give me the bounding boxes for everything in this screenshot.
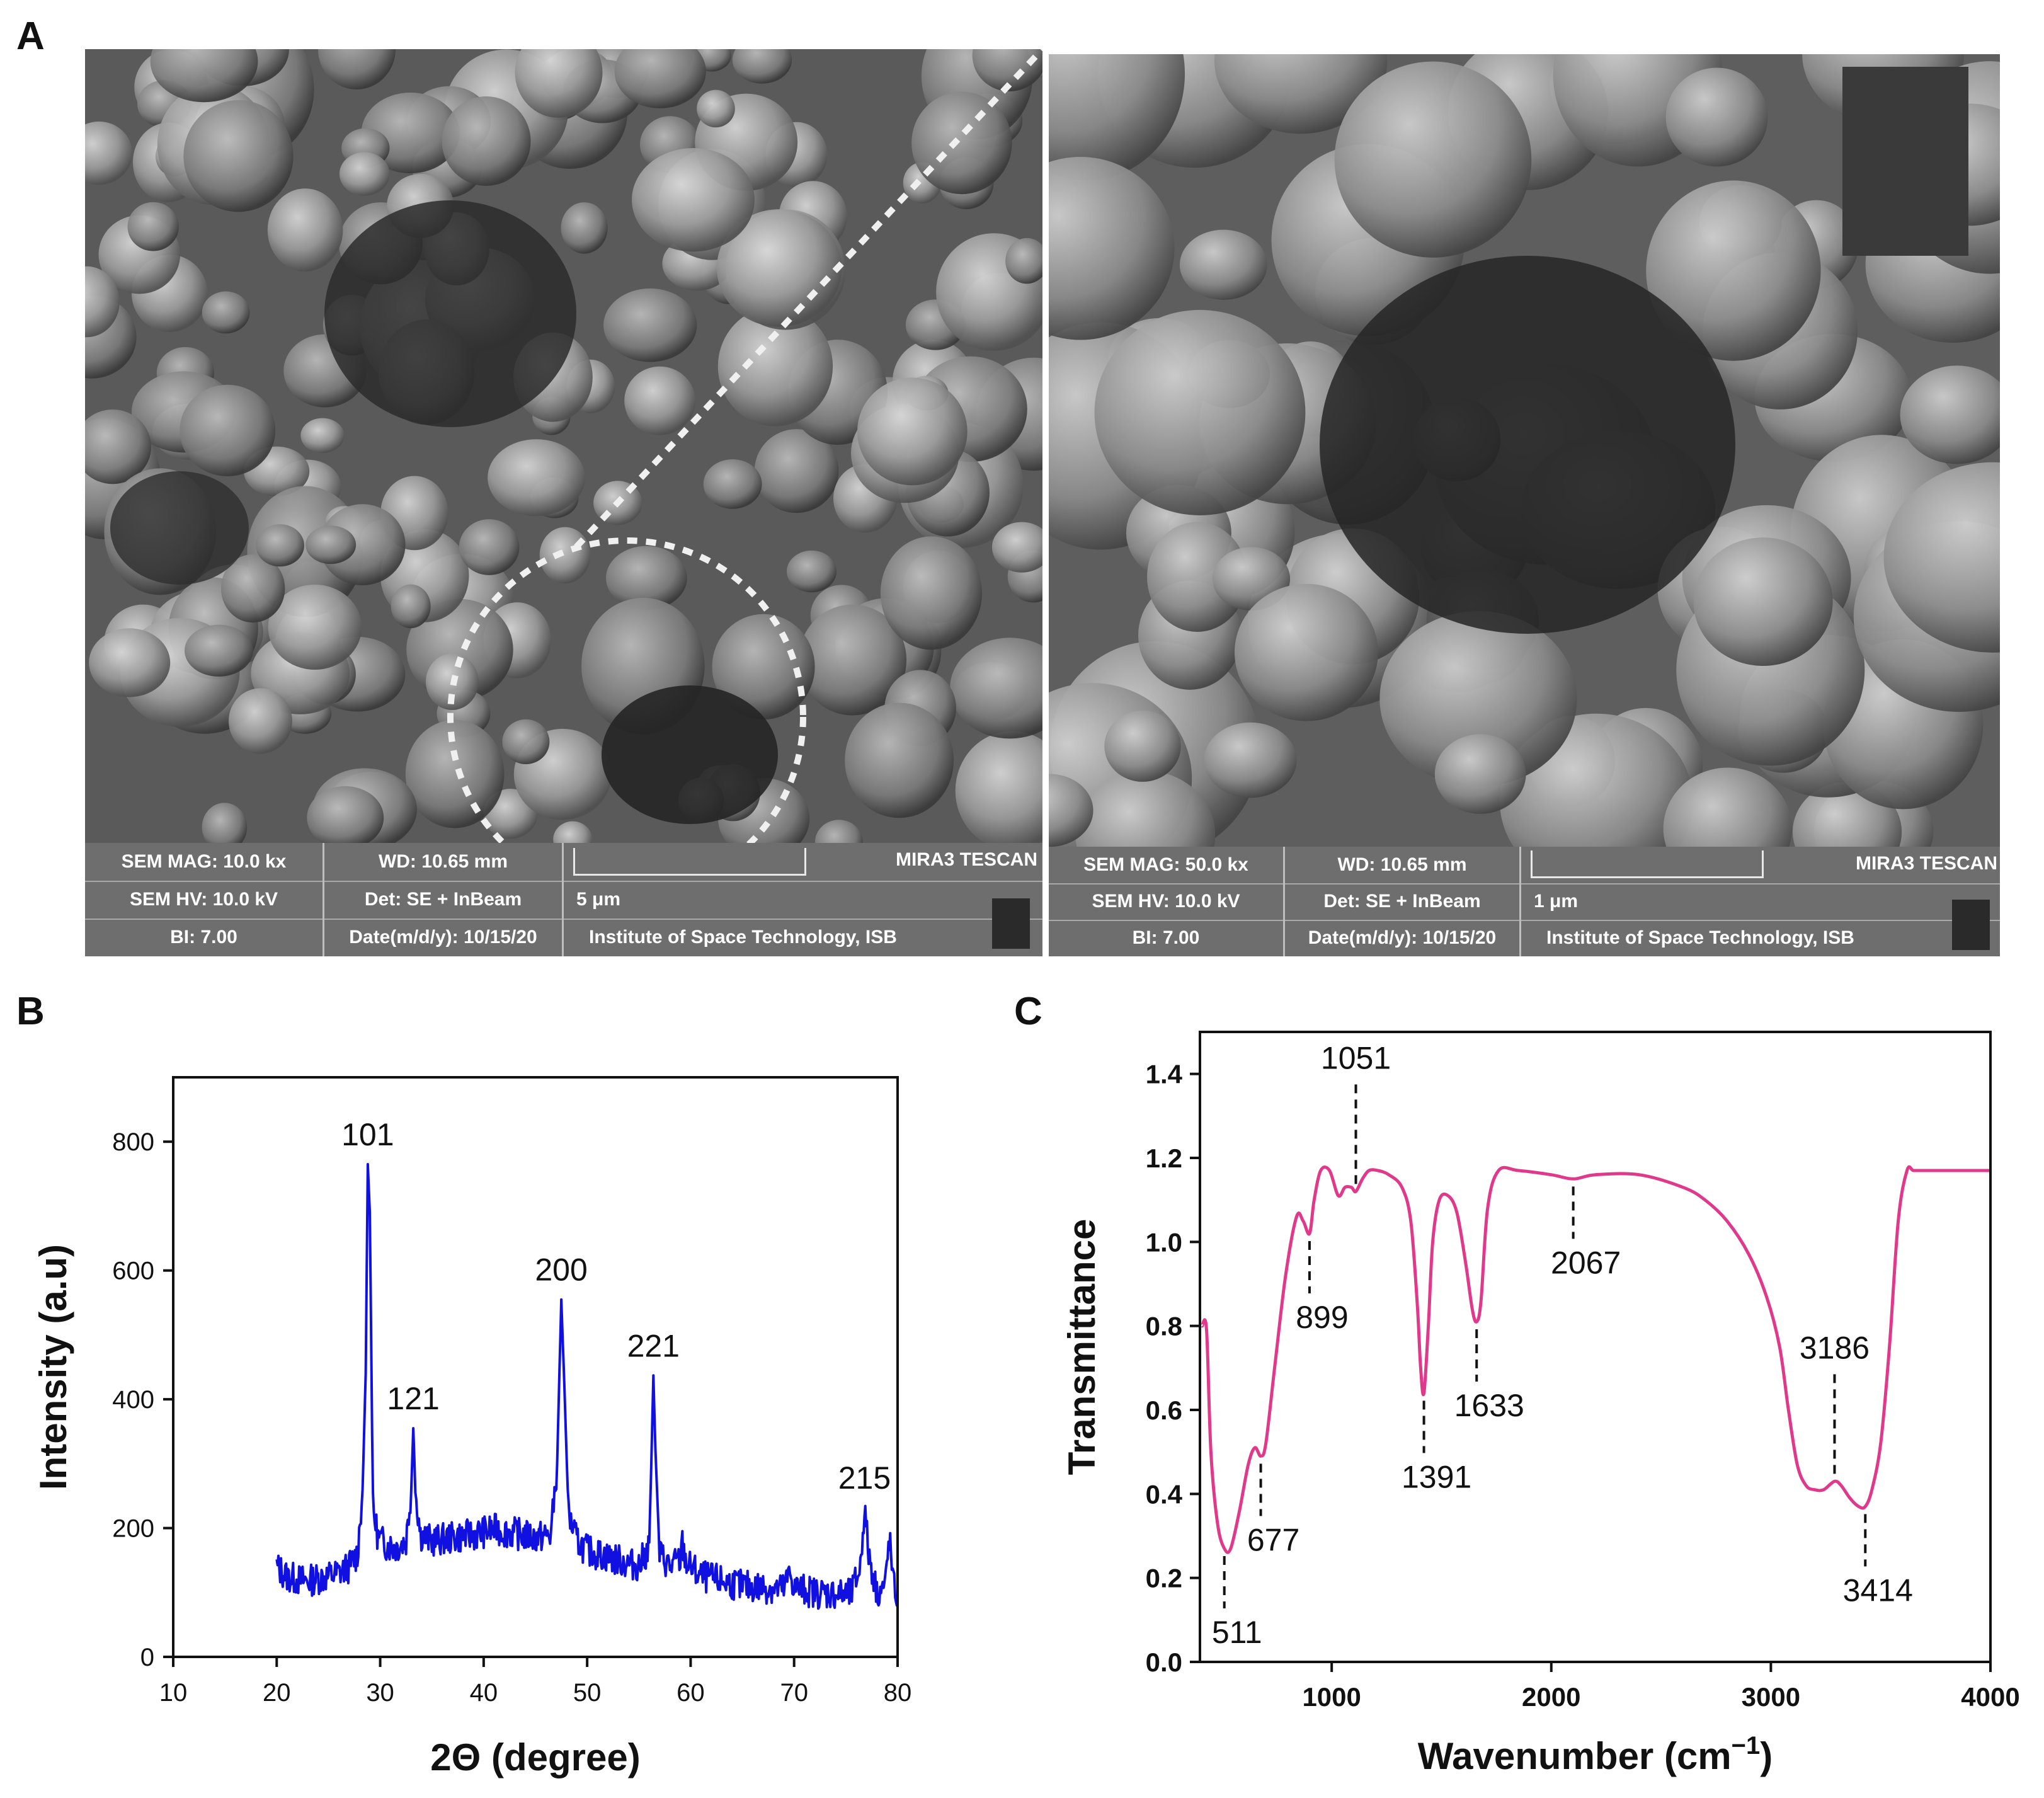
sem-micrograph-right bbox=[1049, 54, 2000, 956]
scale-bar-label: 1 μm bbox=[1534, 891, 1579, 912]
ftir-y-tick-label: 0.8 bbox=[1146, 1312, 1182, 1341]
scale-bar bbox=[573, 848, 806, 876]
ftir-x-axis-label-close: ) bbox=[1760, 1735, 1773, 1777]
tescan-logo bbox=[992, 898, 1030, 949]
xrd-y-tick-label: 800 bbox=[112, 1128, 154, 1156]
xrd-peak-label: 121 bbox=[387, 1381, 439, 1416]
ftir-chart: 1000 2000 3000 4000 0.0 0.2 0.4 0.6 0.8 1.0 1.2 1.4… bbox=[1061, 1031, 2020, 1777]
zoom-circle bbox=[447, 537, 806, 896]
sem-wd: WD: 10.65 mm bbox=[324, 843, 564, 881]
sem-mag: SEM MAG: 10.0 kx bbox=[85, 843, 324, 881]
xrd-y-tick-label: 0 bbox=[140, 1644, 154, 1671]
sem-hv: SEM HV: 10.0 kV bbox=[85, 881, 324, 919]
ftir-y-tick-label: 0.2 bbox=[1146, 1564, 1182, 1593]
xrd-x-tick-label: 70 bbox=[780, 1679, 808, 1707]
sem-date: Date(m/d/y): 10/15/20 bbox=[1285, 920, 1521, 956]
panel-label-c: C bbox=[1014, 990, 1042, 1033]
zoom-line bbox=[574, 49, 1042, 549]
sem-wd: WD: 10.65 mm bbox=[1285, 847, 1521, 883]
sem-micrograph-left bbox=[85, 49, 1042, 956]
sem-bi: BI: 7.00 bbox=[1049, 920, 1285, 956]
xrd-peak-label: 221 bbox=[627, 1328, 680, 1363]
xrd-y-axis-label: Intensity (a.u) bbox=[32, 1244, 74, 1490]
sem-institute: Institute of Space Technology, ISB bbox=[589, 927, 897, 948]
xrd-x-tick-label: 80 bbox=[884, 1679, 912, 1707]
ftir-y-tick-label: 1.0 bbox=[1146, 1227, 1182, 1257]
ftir-plot-frame bbox=[1199, 1031, 1992, 1663]
ftir-peak-label: 1391 bbox=[1402, 1459, 1471, 1494]
sem-bi: BI: 7.00 bbox=[85, 919, 324, 956]
ftir-peak-label: 3186 bbox=[1800, 1330, 1870, 1365]
sem-institute: Institute of Space Technology, ISB bbox=[1546, 927, 1854, 948]
sem-image-low-mag: SEM MAG: 10.0 kx WD: 10.65 mm SEM HV: 10… bbox=[85, 49, 1042, 956]
ftir-x-tick-label: 3000 bbox=[1742, 1682, 1800, 1712]
ftir-peak-label: 899 bbox=[1296, 1300, 1348, 1335]
ftir-peak-label: 2067 bbox=[1551, 1245, 1621, 1280]
ftir-x-tick-label: 1000 bbox=[1302, 1682, 1361, 1712]
sem-image-high-mag: SEM MAG: 50.0 kx WD: 10.65 mm SEM HV: 10… bbox=[1049, 54, 2000, 956]
panel-label-a: A bbox=[16, 14, 45, 58]
xrd-y-tick-label: 400 bbox=[112, 1386, 154, 1414]
xrd-x-tick-label: 50 bbox=[573, 1679, 602, 1707]
sem-det: Det: SE + InBeam bbox=[1285, 883, 1521, 920]
ftir-series-line bbox=[1201, 1165, 1990, 1554]
sem-brand: MIRA3 TESCAN bbox=[1855, 853, 1997, 874]
xrd-x-tick-label: 10 bbox=[159, 1679, 188, 1707]
xrd-y-tick-label: 600 bbox=[112, 1257, 154, 1285]
ftir-y-tick-label: 0.6 bbox=[1146, 1395, 1182, 1425]
xrd-x-tick-label: 20 bbox=[263, 1679, 291, 1707]
tescan-logo bbox=[1952, 900, 1990, 950]
xrd-peak-label: 200 bbox=[535, 1252, 587, 1288]
xrd-peak-label: 101 bbox=[341, 1117, 394, 1152]
xrd-x-axis-label: 2Θ (degree) bbox=[430, 1736, 640, 1778]
ftir-x-axis-label-main: Wavenumber (cm bbox=[1418, 1735, 1732, 1777]
xrd-x-tick-label: 30 bbox=[366, 1679, 394, 1707]
ftir-x-tick-label: 4000 bbox=[1961, 1682, 2019, 1712]
ftir-y-tick-label: 0.4 bbox=[1146, 1479, 1183, 1509]
xrd-y-tick-label: 200 bbox=[112, 1515, 154, 1543]
xrd-x-tick-label: 40 bbox=[470, 1679, 498, 1707]
xrd-peak-label: 215 bbox=[838, 1460, 891, 1496]
ftir-x-axis-label-sup: −1 bbox=[1732, 1732, 1761, 1760]
sem-det: Det: SE + InBeam bbox=[324, 881, 564, 919]
ftir-peak-label: 3414 bbox=[1843, 1572, 1913, 1608]
ftir-x-axis-label: Wavenumber (cm−1) bbox=[1418, 1732, 1773, 1777]
sem-info-bar-right: SEM MAG: 50.0 kx WD: 10.65 mm SEM HV: 10… bbox=[1049, 847, 2000, 956]
ftir-x-tick-label: 2000 bbox=[1522, 1682, 1580, 1712]
scale-bar bbox=[1531, 850, 1764, 878]
scale-bar-label: 5 μm bbox=[576, 889, 621, 910]
ftir-y-tick-label: 1.2 bbox=[1146, 1143, 1182, 1173]
sem-mag: SEM MAG: 50.0 kx bbox=[1049, 847, 1285, 883]
panel-label-b: B bbox=[16, 990, 45, 1033]
ftir-peak-label: 1633 bbox=[1454, 1388, 1524, 1423]
sem-info-bar-left: SEM MAG: 10.0 kx WD: 10.65 mm SEM HV: 10… bbox=[85, 843, 1042, 956]
ftir-y-tick-label: 0.0 bbox=[1146, 1647, 1182, 1677]
ftir-peak-label: 511 bbox=[1212, 1615, 1262, 1650]
xrd-plot-frame bbox=[172, 1076, 899, 1658]
sem-brand: MIRA3 TESCAN bbox=[895, 849, 1037, 870]
ftir-y-tick-label: 1.4 bbox=[1146, 1060, 1183, 1089]
ftir-peak-label: 677 bbox=[1247, 1522, 1299, 1557]
xrd-x-tick-label: 60 bbox=[677, 1679, 705, 1707]
ftir-peak-label: 1051 bbox=[1321, 1040, 1391, 1075]
xrd-series-line bbox=[275, 1163, 899, 1610]
ftir-y-axis-label: Transmittance bbox=[1061, 1219, 1103, 1475]
sem-hv: SEM HV: 10.0 kV bbox=[1049, 883, 1285, 920]
sem-date: Date(m/d/y): 10/15/20 bbox=[324, 919, 564, 956]
